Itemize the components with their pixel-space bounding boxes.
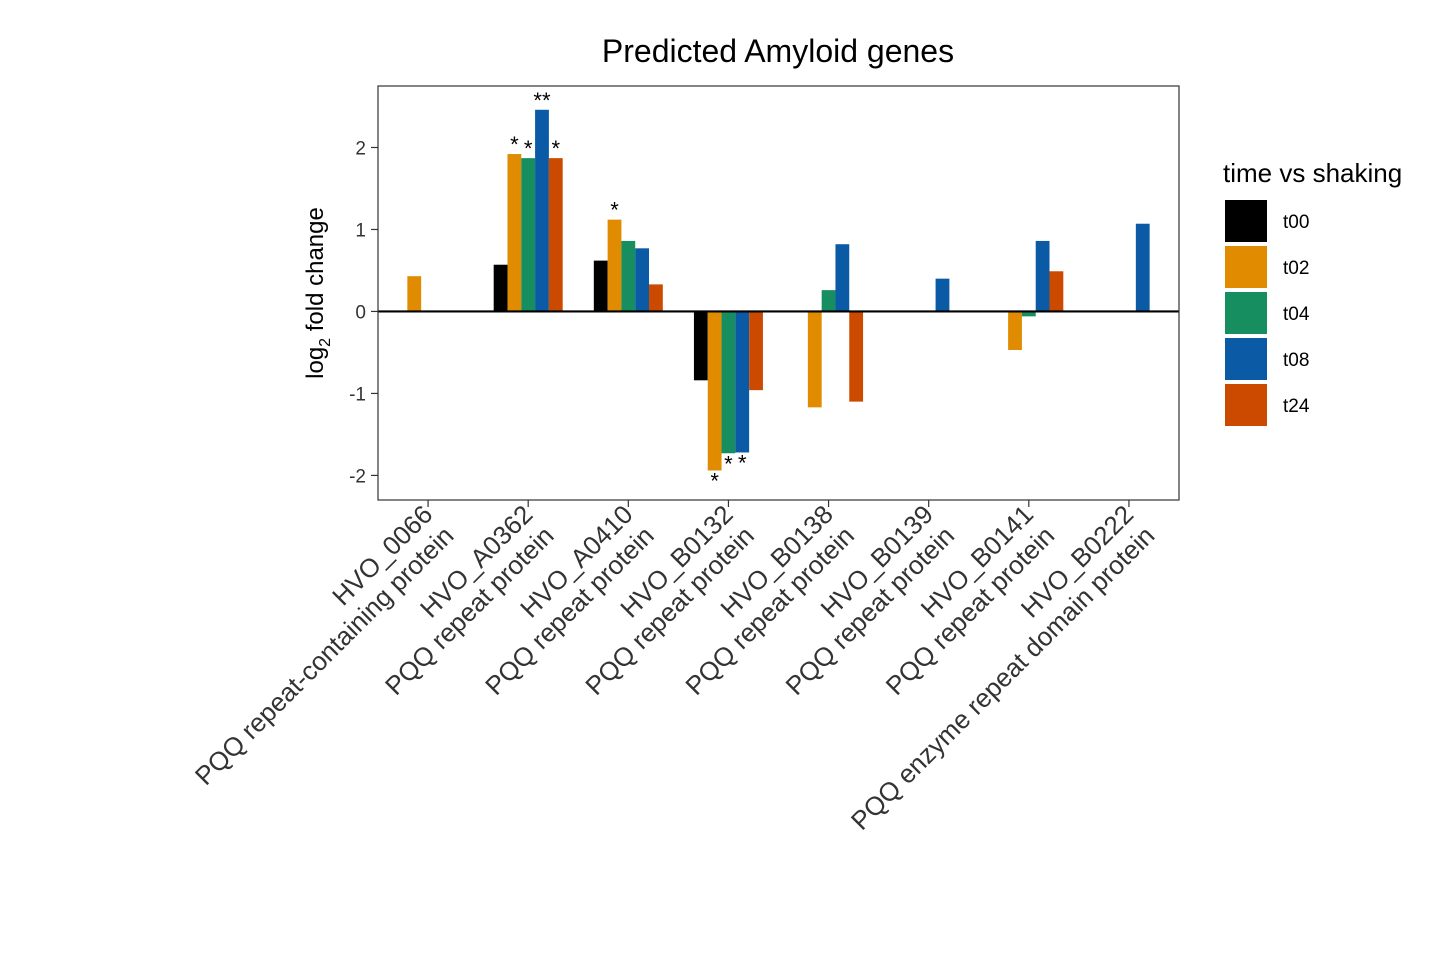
plot-panel-border <box>377 85 1180 501</box>
bar-t08 <box>835 244 850 312</box>
legend-label-t00: t00 <box>1283 212 1309 233</box>
bar-t00 <box>693 311 708 381</box>
bar-t24 <box>749 311 763 391</box>
bar-t08 <box>535 109 549 312</box>
bar-t04 <box>721 311 736 454</box>
chart-title: Predicted Amyloid genes <box>602 33 954 69</box>
legend-key-t04 <box>1225 292 1267 334</box>
bar-t24 <box>849 311 864 402</box>
bar-t02 <box>407 276 422 312</box>
significance-marks: ********* <box>510 88 747 494</box>
legend-key-t08 <box>1225 338 1267 380</box>
bar-t02 <box>607 219 622 312</box>
significance-mark: * <box>510 132 519 157</box>
significance-mark: * <box>738 450 747 475</box>
legend-title: time vs shaking <box>1223 158 1402 188</box>
bar-t08 <box>935 278 950 312</box>
bar-t02 <box>707 311 722 471</box>
y-axis-title-main: log <box>302 347 329 379</box>
legend-key-t02 <box>1225 246 1267 288</box>
legend-key-t24 <box>1225 384 1267 426</box>
bar-t08 <box>1035 240 1050 312</box>
bar-t08 <box>1135 223 1150 312</box>
significance-mark: * <box>610 198 619 223</box>
y-tick-label: 2 <box>355 138 366 159</box>
legend-key-t00 <box>1225 200 1267 242</box>
significance-mark: * <box>552 136 561 161</box>
y-tick-label: 1 <box>355 220 366 241</box>
significance-mark: ** <box>533 88 551 113</box>
y-axis: -2 -1 0 1 2 <box>349 138 378 487</box>
significance-mark: * <box>710 468 719 493</box>
significance-mark: * <box>524 136 533 161</box>
bar-t04 <box>821 290 836 312</box>
bar-t04 <box>621 240 636 312</box>
legend-label-t08: t08 <box>1283 350 1309 371</box>
bars <box>378 109 1179 471</box>
bar-t04 <box>521 158 536 312</box>
bar-t08 <box>735 311 750 453</box>
significance-mark: * <box>724 451 733 476</box>
y-axis-title-rest: fold change <box>302 207 329 338</box>
bar-t02 <box>1008 311 1022 350</box>
bar-t00 <box>493 264 508 312</box>
bar-t24 <box>548 158 563 312</box>
y-tick-label: -1 <box>349 384 366 405</box>
bar-t24 <box>649 284 663 312</box>
y-tick-label: -2 <box>349 466 366 487</box>
y-tick-label: 0 <box>355 302 366 323</box>
y-axis-title-subscript: 2 <box>317 338 334 347</box>
bar-t02 <box>807 311 822 408</box>
bar-t08 <box>635 248 650 312</box>
legend-label-t04: t04 <box>1283 304 1310 325</box>
bar-t04 <box>1021 311 1036 317</box>
legend: time vs shaking t00 t02 t04 t08 t24 <box>1223 158 1402 426</box>
bar-t02 <box>507 154 522 312</box>
y-axis-title: log2 fold change <box>302 207 334 379</box>
legend-label-t02: t02 <box>1283 258 1309 279</box>
bar-t00 <box>593 260 608 312</box>
svg-text:log2 fold change: log2 fold change <box>302 207 334 379</box>
legend-label-t24: t24 <box>1283 396 1310 417</box>
bar-t24 <box>1049 271 1064 312</box>
